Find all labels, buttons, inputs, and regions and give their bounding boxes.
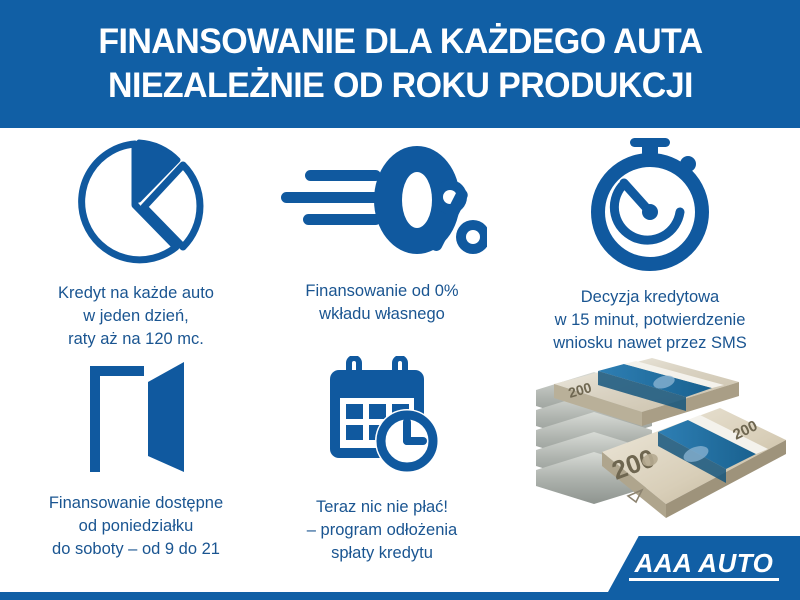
- feature-item-zero-percent: Finansowanie od 0% wkładu własnego: [264, 144, 500, 326]
- caption-line: Decyzja kredytowa: [580, 288, 720, 306]
- caption-line: Finansowanie dostępne: [48, 494, 224, 512]
- caption-line: Finansowanie od 0%: [305, 282, 459, 300]
- stopwatch-icon: [584, 136, 716, 272]
- caption-line: w jeden dzień,: [83, 307, 189, 325]
- caption-line: Teraz nic nie płać!: [315, 498, 449, 516]
- pie-chart-icon: [66, 136, 206, 268]
- banner-header: FINANSOWANIE DLA KAŻDEGO AUTA NIEZALEŻNI…: [0, 0, 800, 128]
- feature-caption: Kredyt na każde auto w jeden dzień, raty…: [58, 282, 214, 351]
- feature-caption: Teraz nic nie płać! – program odłożenia …: [307, 496, 457, 565]
- feature-item-credit-every-car: Kredyt na każde auto w jeden dzień, raty…: [8, 136, 264, 351]
- calendar-clock-icon: [320, 356, 444, 478]
- caption-line: wkładu własnego: [319, 305, 445, 323]
- feature-caption: Decyzja kredytowa w 15 minut, potwierdze…: [553, 286, 747, 355]
- footer-strip: [0, 592, 800, 600]
- caption-line: raty aż na 120 mc.: [68, 330, 204, 348]
- caption-line: spłaty kredytu: [331, 544, 433, 562]
- logo-text: AAA AUTO: [628, 548, 780, 581]
- feature-caption: Finansowanie dostępne od poniedziałku do…: [49, 492, 223, 561]
- header-line-1: FINANSOWANIE DLA KAŻDEGO AUTA: [97, 22, 703, 61]
- caption-line: wniosku nawet przez SMS: [553, 334, 747, 352]
- open-door-icon: [74, 356, 198, 478]
- feature-item-opening-hours: Finansowanie dostępne od poniedziałku do…: [8, 356, 264, 561]
- feature-item-fast-decision: Decyzja kredytowa w 15 minut, potwierdze…: [500, 136, 800, 355]
- svg-text:200: 200: [566, 379, 593, 401]
- zero-percent-icon: [277, 144, 487, 262]
- header-line-2: NIEZALEŻNIE OD ROKU PRODUKCJI: [107, 66, 693, 105]
- feature-grid: Kredyt na każde auto w jeden dzień, raty…: [0, 128, 800, 600]
- caption-line: w 15 minut, potwierdzenie: [554, 311, 746, 329]
- aaa-auto-logo[interactable]: AAA AUTO: [608, 536, 800, 592]
- caption-line: do soboty – od 9 do 21: [52, 540, 220, 558]
- feature-item-deferred-payment: Teraz nic nie płać! – program odłożenia …: [264, 356, 500, 565]
- caption-line: – program odłożenia: [306, 521, 458, 539]
- caption-line: od poniedziałku: [78, 517, 194, 535]
- banknote-stacks-image: 200 200 200: [524, 356, 792, 524]
- caption-line: Kredyt na każde auto: [58, 284, 214, 302]
- feature-caption: Finansowanie od 0% wkładu własnego: [305, 280, 458, 326]
